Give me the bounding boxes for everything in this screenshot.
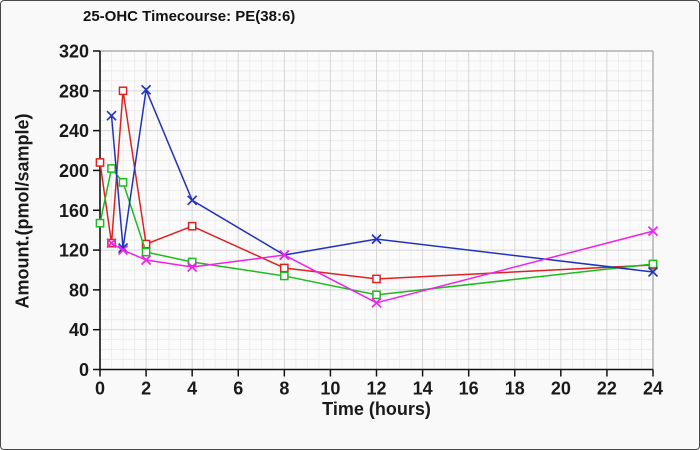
marker-x-blue-crosses xyxy=(106,110,117,121)
x-axis-label: Time (hours) xyxy=(322,399,431,419)
x-tick-label: 18 xyxy=(505,379,525,399)
marker-x-blue-crosses xyxy=(647,266,659,278)
marker-x-magenta-crosses xyxy=(187,261,198,273)
marker-x-magenta-crosses xyxy=(371,297,382,308)
y-tick-label: 40 xyxy=(69,320,89,340)
tick-marks xyxy=(93,50,654,377)
marker-x-magenta-crosses xyxy=(279,249,290,261)
y-tick-label: 120 xyxy=(59,241,89,261)
marker-x-magenta-crosses xyxy=(117,244,129,256)
marker-x-blue-crosses xyxy=(140,84,152,95)
plot-frame xyxy=(100,50,654,370)
marker-square-green-squares xyxy=(372,290,381,300)
marker-square-green-squares xyxy=(118,178,128,187)
y-tick-label: 0 xyxy=(79,360,89,380)
x-tick-label: 6 xyxy=(233,379,243,399)
y-tick-label: 240 xyxy=(59,121,89,141)
marker-x-blue-crosses xyxy=(187,195,198,206)
x-tick-label: 12 xyxy=(366,379,386,399)
marker-square-red-squares xyxy=(372,274,381,284)
marker-square-red-squares xyxy=(118,86,128,96)
x-tick-label: 20 xyxy=(551,379,571,399)
x-tick-label: 0 xyxy=(95,379,105,399)
marker-square-red-squares xyxy=(187,221,197,231)
series-red-squares xyxy=(95,86,658,284)
x-tick-label: 22 xyxy=(597,379,617,399)
x-tick-label: 16 xyxy=(459,379,479,399)
y-tick-label: 320 xyxy=(59,42,89,62)
x-tick-label: 14 xyxy=(413,379,433,399)
marker-x-magenta-crosses xyxy=(106,237,117,249)
x-tick-label: 4 xyxy=(187,379,197,399)
marker-square-green-squares xyxy=(141,247,151,257)
chart-title: 25-OHC Timecourse: PE(38:6) xyxy=(83,8,296,25)
marker-square-red-squares xyxy=(141,239,151,249)
marker-square-green-squares xyxy=(187,257,197,267)
x-tick-label: 24 xyxy=(643,379,663,399)
marker-x-blue-crosses xyxy=(371,234,382,245)
y-tick-label: 80 xyxy=(69,280,89,300)
major-gridlines xyxy=(100,51,654,370)
marker-square-green-squares xyxy=(107,164,116,173)
y-tick-label: 280 xyxy=(59,81,89,101)
y-tick-label: 200 xyxy=(59,161,89,181)
series-green-squares xyxy=(95,164,658,300)
marker-square-red-squares xyxy=(279,263,289,273)
x-tick-label: 2 xyxy=(141,379,151,399)
series-line-red-squares xyxy=(99,90,654,280)
marker-x-magenta-crosses xyxy=(140,254,152,266)
x-tick-label: 10 xyxy=(320,379,340,399)
y-axis-label: Amount.(pmol/sample) xyxy=(12,113,33,309)
marker-square-green-squares xyxy=(279,271,289,281)
series-magenta-crosses xyxy=(106,226,659,308)
marker-square-green-squares xyxy=(95,218,105,228)
x-tick-label: 8 xyxy=(279,379,289,399)
y-tick-label: 160 xyxy=(59,201,89,221)
marker-square-green-squares xyxy=(648,259,658,269)
marker-square-red-squares xyxy=(95,158,105,167)
marker-x-magenta-crosses xyxy=(647,226,659,237)
